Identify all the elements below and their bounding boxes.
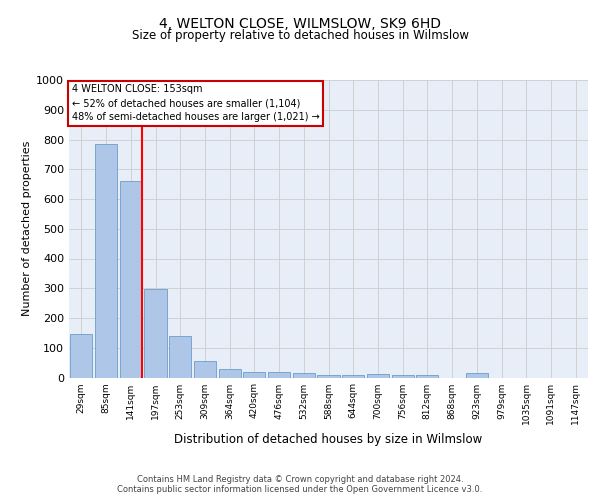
Bar — [317, 375, 340, 378]
Bar — [145, 289, 167, 378]
Bar — [243, 372, 265, 378]
Bar — [194, 360, 216, 378]
Bar — [367, 374, 389, 378]
Bar — [293, 374, 315, 378]
Bar — [268, 372, 290, 378]
Y-axis label: Number of detached properties: Number of detached properties — [22, 141, 32, 316]
Text: Size of property relative to detached houses in Wilmslow: Size of property relative to detached ho… — [131, 29, 469, 42]
Text: 4, WELTON CLOSE, WILMSLOW, SK9 6HD: 4, WELTON CLOSE, WILMSLOW, SK9 6HD — [159, 18, 441, 32]
Bar — [70, 334, 92, 378]
Bar — [392, 374, 414, 378]
Bar — [119, 181, 142, 378]
Text: 4 WELTON CLOSE: 153sqm
← 52% of detached houses are smaller (1,104)
48% of semi-: 4 WELTON CLOSE: 153sqm ← 52% of detached… — [71, 84, 319, 122]
Bar — [169, 336, 191, 378]
Bar — [95, 144, 117, 378]
Text: Contains public sector information licensed under the Open Government Licence v3: Contains public sector information licen… — [118, 485, 482, 494]
Text: Contains HM Land Registry data © Crown copyright and database right 2024.: Contains HM Land Registry data © Crown c… — [137, 475, 463, 484]
Bar — [466, 374, 488, 378]
Bar — [218, 368, 241, 378]
Bar — [416, 375, 439, 378]
Bar — [342, 374, 364, 378]
X-axis label: Distribution of detached houses by size in Wilmslow: Distribution of detached houses by size … — [175, 433, 482, 446]
